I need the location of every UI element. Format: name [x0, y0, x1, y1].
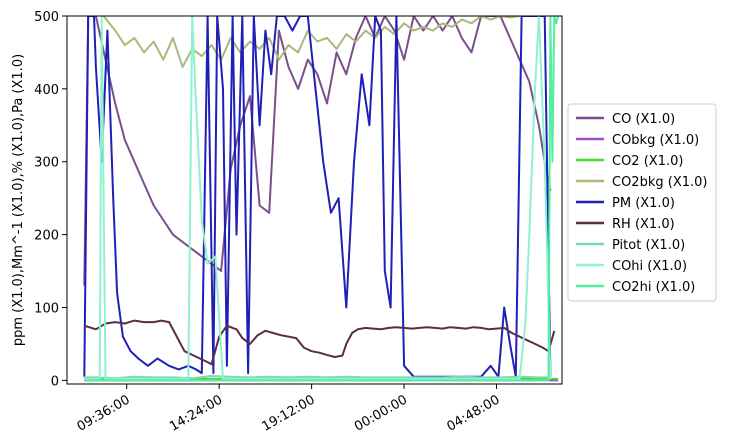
y-tick-label-3: 300	[34, 156, 59, 171]
legend-label-7: COhi (X1.0)	[612, 259, 687, 274]
plot-area-frame	[66, 15, 563, 385]
legend: CO (X1.0) CObkg (X1.0) CO2 (X1.0) CO2bkg (X…	[567, 103, 717, 302]
y-tick-label-2: 200	[34, 229, 59, 244]
legend-label-1: CObkg (X1.0)	[612, 133, 699, 148]
legend-label-4: PM (X1.0)	[612, 196, 675, 211]
x-tick-label-1: 14:24:00	[167, 392, 225, 434]
y-axis-label: ppm (X1.0),Mm^-1 (X1.0),% (X1.0),Pa (X1.…	[11, 54, 26, 346]
x-tick-label-4: 04:48:00	[444, 392, 502, 434]
series-line-5	[84, 319, 556, 366]
legend-label-8: CO2hi (X1.0)	[612, 280, 695, 295]
series-line-0	[83, 16, 552, 286]
x-tick-label-2: 19:12:00	[260, 392, 318, 434]
series-line-8	[84, 16, 560, 382]
series-line-3	[102, 16, 520, 68]
x-tick-label-0: 09:36:00	[75, 392, 133, 434]
legend-label-6: Pitot (X1.0)	[612, 238, 685, 253]
legend-label-2: CO2 (X1.0)	[612, 154, 683, 169]
legend-label-5: RH (X1.0)	[612, 217, 675, 232]
y-tick-label-0: 0	[51, 374, 59, 389]
y-tick-label-5: 500	[34, 10, 59, 25]
y-tick-label-1: 100	[34, 301, 59, 316]
legend-box	[567, 103, 717, 302]
legend-label-0: CO (X1.0)	[612, 112, 675, 127]
x-tick-label-3: 00:00:00	[352, 392, 410, 434]
series-line-7	[84, 16, 552, 380]
y-tick-label-4: 400	[34, 83, 59, 98]
y-axis: 0 100 200 300 400 500	[34, 10, 67, 389]
x-axis: 09:36:00 14:24:00 19:12:00 00:00:00 04:48:00	[75, 384, 503, 435]
series-line-6	[84, 375, 551, 380]
legend-label-3: CO2bkg (X1.0)	[612, 175, 707, 190]
series-layer	[83, 16, 560, 382]
